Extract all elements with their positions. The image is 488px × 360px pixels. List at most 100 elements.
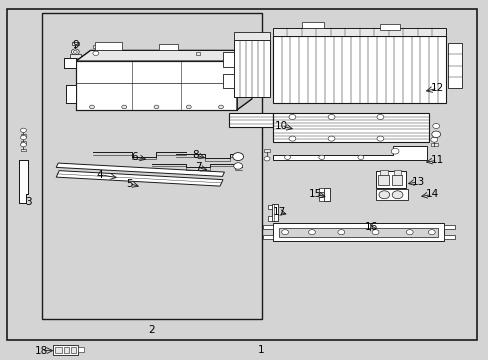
- Bar: [195, 52, 200, 55]
- Circle shape: [327, 114, 334, 120]
- Bar: [443, 235, 454, 239]
- Polygon shape: [228, 113, 428, 142]
- Bar: [378, 175, 388, 185]
- Bar: [272, 28, 446, 36]
- Polygon shape: [63, 58, 76, 68]
- Bar: [263, 225, 272, 229]
- Polygon shape: [56, 163, 224, 176]
- Circle shape: [378, 191, 389, 199]
- Circle shape: [431, 131, 440, 138]
- Bar: [244, 42, 255, 49]
- Bar: [223, 52, 233, 67]
- Bar: [302, 22, 324, 28]
- Text: 16: 16: [364, 222, 378, 232]
- Bar: [53, 345, 78, 355]
- Bar: [72, 42, 79, 45]
- Bar: [95, 42, 122, 50]
- Circle shape: [376, 114, 383, 120]
- Text: 3: 3: [25, 197, 32, 207]
- Text: 1: 1: [258, 345, 264, 355]
- Bar: [55, 347, 61, 353]
- Circle shape: [318, 155, 324, 159]
- Bar: [324, 188, 329, 201]
- Circle shape: [432, 123, 439, 129]
- Text: 5: 5: [126, 179, 133, 189]
- Text: 10: 10: [274, 121, 287, 131]
- Bar: [20, 141, 26, 144]
- Bar: [375, 171, 405, 188]
- Polygon shape: [19, 160, 28, 203]
- Bar: [375, 189, 407, 200]
- Circle shape: [233, 163, 242, 169]
- Bar: [41, 13, 261, 319]
- Circle shape: [122, 105, 126, 109]
- Circle shape: [154, 105, 159, 109]
- Circle shape: [337, 230, 344, 235]
- Text: 4: 4: [97, 170, 103, 180]
- Polygon shape: [76, 50, 251, 61]
- Circle shape: [71, 49, 79, 55]
- Bar: [20, 134, 26, 137]
- Circle shape: [357, 155, 363, 159]
- Circle shape: [288, 136, 295, 141]
- Circle shape: [73, 50, 77, 53]
- Bar: [319, 188, 324, 192]
- Text: 18: 18: [35, 346, 48, 356]
- Text: 6: 6: [131, 152, 138, 162]
- Bar: [71, 347, 76, 353]
- Circle shape: [20, 143, 26, 147]
- Circle shape: [93, 51, 99, 55]
- Bar: [319, 197, 324, 201]
- Circle shape: [281, 230, 288, 235]
- Text: 2: 2: [148, 325, 155, 335]
- Bar: [272, 223, 443, 241]
- Bar: [78, 347, 84, 352]
- Polygon shape: [237, 50, 251, 110]
- Bar: [268, 216, 272, 221]
- Polygon shape: [56, 171, 223, 186]
- Circle shape: [406, 230, 412, 235]
- Bar: [272, 36, 446, 103]
- Circle shape: [218, 105, 223, 109]
- Text: 15: 15: [308, 189, 322, 199]
- Circle shape: [327, 136, 334, 141]
- Polygon shape: [272, 146, 426, 160]
- Circle shape: [20, 128, 26, 132]
- Bar: [20, 149, 26, 151]
- Bar: [233, 32, 270, 40]
- Bar: [93, 45, 98, 48]
- Circle shape: [308, 230, 315, 235]
- Bar: [380, 170, 387, 175]
- Polygon shape: [76, 61, 237, 110]
- Bar: [70, 54, 81, 59]
- Bar: [71, 58, 79, 60]
- Text: 11: 11: [430, 155, 444, 165]
- Text: 14: 14: [425, 189, 439, 199]
- Text: 17: 17: [272, 207, 286, 217]
- Bar: [430, 143, 437, 146]
- Text: 7: 7: [194, 162, 201, 172]
- Circle shape: [264, 157, 269, 161]
- Circle shape: [288, 114, 295, 120]
- Bar: [380, 24, 399, 30]
- Text: 13: 13: [410, 177, 424, 187]
- Bar: [268, 205, 272, 209]
- Bar: [223, 74, 233, 88]
- Text: 9: 9: [72, 40, 79, 50]
- Circle shape: [284, 155, 290, 159]
- Circle shape: [427, 230, 434, 235]
- Bar: [233, 40, 270, 97]
- Circle shape: [186, 105, 191, 109]
- Circle shape: [376, 136, 383, 141]
- Bar: [263, 235, 272, 239]
- Bar: [393, 170, 400, 175]
- Bar: [63, 347, 69, 353]
- Circle shape: [430, 137, 437, 142]
- Circle shape: [391, 191, 402, 199]
- Circle shape: [20, 135, 26, 140]
- Circle shape: [371, 230, 378, 235]
- Text: 12: 12: [430, 83, 444, 93]
- Bar: [391, 175, 401, 185]
- Circle shape: [390, 148, 398, 154]
- Circle shape: [89, 105, 94, 109]
